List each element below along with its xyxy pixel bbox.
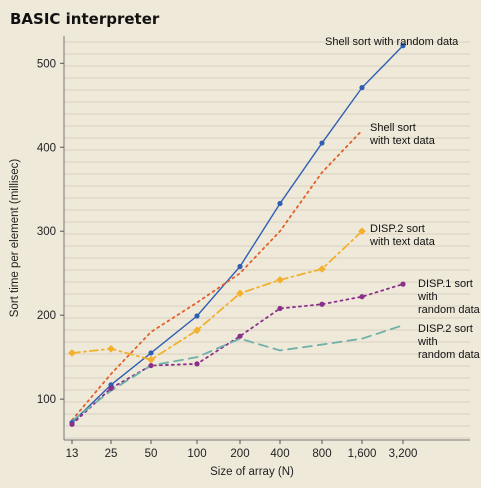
- series-line: [71, 129, 363, 422]
- x-tick-label: 200: [230, 448, 249, 460]
- x-tick-label: 3,200: [389, 448, 418, 460]
- data-point: [236, 289, 244, 298]
- data-point: [193, 326, 201, 335]
- data-point: [237, 263, 243, 270]
- x-axis-ticks: 13 25 50 100 200 400 800 1,600 3,200: [66, 440, 418, 460]
- data-point: [147, 355, 155, 364]
- y-axis-label: Sort time per element (millisec): [9, 159, 21, 318]
- series-label: DISP.2 sort with random data: [417, 323, 481, 361]
- data-point: [400, 43, 406, 49]
- data-point: [148, 362, 154, 369]
- data-point: [277, 200, 283, 207]
- data-point: [68, 349, 76, 357]
- series-label: DISP.2 sort with text data: [369, 223, 436, 248]
- series-label: Shell sort with random data: [325, 36, 459, 48]
- y-tick-label: 100: [37, 394, 56, 406]
- data-point: [148, 350, 154, 356]
- data-point: [107, 344, 115, 353]
- data-point: [277, 305, 283, 312]
- series-label-line: Shell sort: [370, 122, 416, 134]
- series-label-line: DISP.2 sort: [418, 323, 473, 335]
- x-tick-label: 50: [145, 448, 158, 460]
- x-tick-label: 25: [105, 448, 118, 460]
- data-point: [276, 276, 284, 284]
- data-point: [358, 227, 366, 236]
- series-label-line: with text data: [369, 236, 436, 248]
- y-tick-label: 400: [37, 142, 56, 154]
- y-tick-label: 200: [37, 310, 56, 322]
- data-point: [237, 333, 243, 339]
- series-line: [71, 283, 404, 426]
- series-label-line: with: [417, 291, 438, 303]
- series-markers: [68, 43, 406, 427]
- x-tick-label: 400: [270, 448, 289, 460]
- series-line: [71, 324, 404, 422]
- series-label-line: DISP.2 sort: [370, 223, 425, 235]
- y-tick-label: 500: [37, 58, 56, 70]
- axes: [63, 36, 470, 441]
- data-point: [319, 140, 325, 146]
- series-label-line: random data: [418, 304, 481, 316]
- series-label: Shell sort with text data: [369, 122, 436, 147]
- x-tick-label: 13: [66, 448, 79, 460]
- y-axis-ticks: 100 200 300 400 500: [37, 58, 64, 406]
- data-point: [194, 361, 200, 367]
- series-line: [71, 230, 363, 361]
- x-tick-label: 100: [187, 448, 206, 460]
- data-point: [359, 85, 365, 91]
- x-axis-label: Size of array (N): [210, 466, 294, 478]
- data-point: [319, 301, 325, 307]
- x-tick-label: 1,600: [348, 448, 377, 460]
- series-label-line: DISP.1 sort: [418, 278, 473, 290]
- chart-title: BASIC interpreter: [10, 10, 160, 28]
- data-point: [400, 281, 406, 287]
- series-label-line: with: [417, 336, 438, 348]
- data-point: [318, 265, 326, 273]
- series-label: DISP.1 sort with random data: [417, 278, 481, 316]
- data-point: [194, 313, 200, 319]
- series-label-line: with text data: [369, 135, 436, 147]
- x-tick-label: 800: [312, 448, 331, 460]
- data-point: [69, 421, 75, 427]
- series-label-line: Shell sort with random data: [325, 36, 459, 48]
- grid: [64, 41, 470, 439]
- series-label-line: random data: [418, 349, 481, 361]
- data-point: [108, 385, 114, 391]
- data-point: [359, 294, 365, 300]
- y-tick-label: 300: [37, 226, 56, 238]
